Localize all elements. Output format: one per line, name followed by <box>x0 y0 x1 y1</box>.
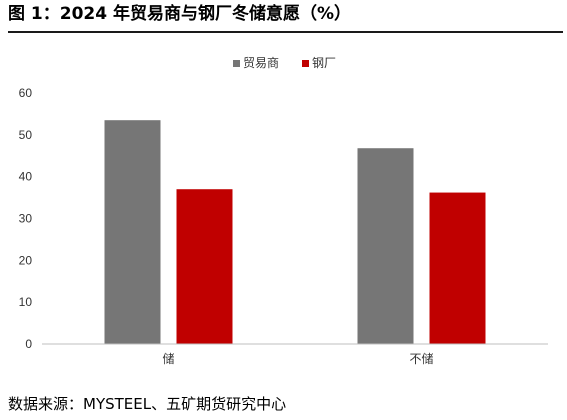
legend-swatch-trader <box>233 60 240 67</box>
y-tick-label: 50 <box>19 128 33 142</box>
y-tick-label: 60 <box>19 86 33 100</box>
x-category-label: 不储 <box>409 351 433 366</box>
x-axis-labels: 储 不储 <box>162 351 433 366</box>
y-tick-label: 0 <box>25 337 32 351</box>
legend-label-mill: 钢厂 <box>312 56 336 70</box>
data-source-note: 数据来源：MYSTEEL、五矿期货研究中心 <box>8 395 287 413</box>
bar-trader-2 <box>357 148 414 344</box>
legend-label-trader: 贸易商 <box>243 55 279 70</box>
bar-mill-2 <box>429 192 486 344</box>
y-axis: 0 10 20 30 40 50 60 <box>19 86 33 351</box>
chart-title: 图 1：2024 年贸易商与钢厂冬储意愿（%） <box>8 2 563 33</box>
chart-legend: 贸易商 钢厂 <box>233 55 336 70</box>
y-tick-label: 20 <box>19 253 33 267</box>
y-tick-label: 10 <box>19 295 33 309</box>
bar-trader-1 <box>104 120 161 344</box>
bar-group <box>104 120 486 344</box>
bar-chart: 贸易商 钢厂 0 10 20 30 40 50 60 储 不储 <box>19 55 548 366</box>
legend-swatch-mill <box>302 60 309 67</box>
y-tick-label: 40 <box>19 170 33 184</box>
x-category-label: 储 <box>162 351 174 366</box>
y-tick-label: 30 <box>19 212 33 226</box>
bar-mill-1 <box>176 189 233 344</box>
